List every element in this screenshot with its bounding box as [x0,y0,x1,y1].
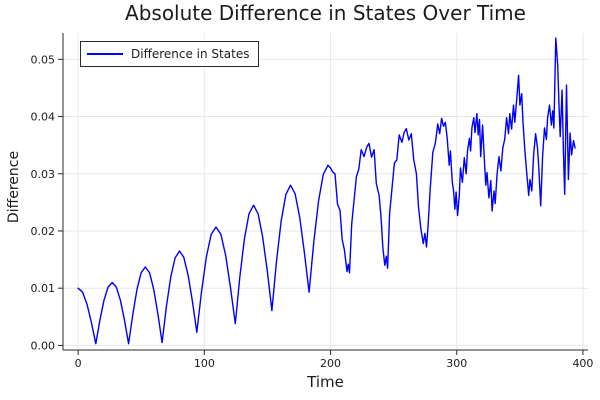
data-line-difference-in-states [77,37,576,345]
y-tick-label: 0.02 [31,225,56,238]
x-tick-label: 300 [446,357,467,370]
y-tick-label: 0.04 [31,111,56,124]
legend-box: Difference in States [80,41,260,67]
chart-title: Absolute Difference in States Over Time [125,1,526,25]
x-tick-label: 0 [75,357,82,370]
y-tick-label: 0.05 [31,53,56,66]
x-tick-label: 200 [320,357,341,370]
x-tick-label: 100 [194,357,215,370]
x-axis-label: Time [307,373,344,391]
legend-line-sample [87,53,123,55]
y-tick-label: 0.00 [31,339,56,352]
y-tick-label: 0.01 [31,282,56,295]
legend-label: Difference in States [131,47,250,61]
y-tick-label: 0.03 [31,168,56,181]
x-tick-label: 400 [572,357,593,370]
y-axis-label: Difference [6,150,22,224]
